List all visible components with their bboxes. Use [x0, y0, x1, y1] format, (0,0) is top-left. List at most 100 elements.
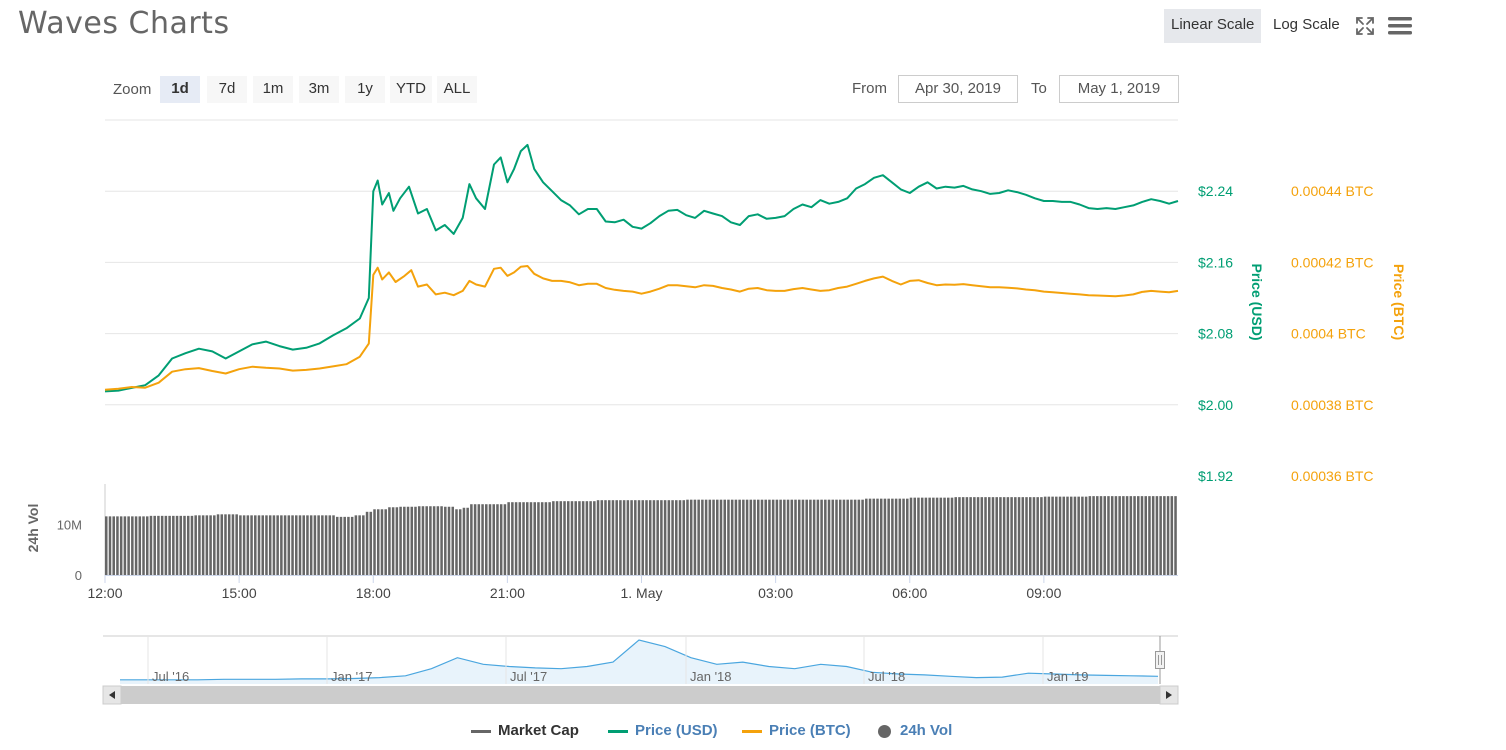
- volume-bar: [712, 499, 715, 575]
- volume-bar: [1103, 496, 1107, 575]
- volume-bar: [309, 515, 313, 575]
- menu-icon[interactable]: [1388, 15, 1412, 37]
- volume-bar: [511, 502, 514, 575]
- volume-bar: [414, 506, 417, 575]
- volume-bar: [619, 500, 622, 575]
- volume-bar: [134, 516, 138, 575]
- volume-bar: [444, 506, 447, 575]
- linear-scale-button[interactable]: Linear Scale: [1164, 9, 1262, 43]
- volume-bar: [1010, 497, 1013, 575]
- volume-bar: [999, 497, 1002, 575]
- to-label: To: [1031, 80, 1047, 97]
- volume-bar: [216, 514, 220, 575]
- zoom-1m-button[interactable]: 1m: [253, 76, 293, 103]
- volume-bar: [1081, 496, 1084, 575]
- volume-bar: [827, 499, 831, 575]
- navigator-tick-label: Jan '18: [690, 669, 732, 684]
- legend-item-usd[interactable]: Price (USD): [608, 722, 718, 739]
- volume-bar: [295, 515, 298, 575]
- from-date-input[interactable]: Apr 30, 2019: [898, 75, 1018, 103]
- usd-price-line: [104, 143, 1179, 393]
- zoom-3m-button[interactable]: 3m: [299, 76, 339, 103]
- volume-bar: [1163, 496, 1166, 575]
- volume-bar: [749, 499, 753, 575]
- volume-bar: [783, 499, 786, 575]
- volume-bar: [932, 497, 935, 575]
- volume-bar: [909, 497, 913, 575]
- volume-bar: [1040, 497, 1043, 575]
- volume-bar: [343, 516, 346, 575]
- log-scale-button[interactable]: Log Scale: [1273, 16, 1340, 33]
- volume-bar: [1066, 496, 1069, 575]
- volume-bar: [1058, 496, 1062, 575]
- zoom-all-button[interactable]: ALL: [437, 76, 477, 103]
- volume-bar: [268, 515, 272, 575]
- volume-bar: [607, 500, 611, 575]
- axis-labels: $1.92 $2.00 $2.08 $2.16 $2.24 0.00036 BTC 0.00…: [25, 183, 1407, 601]
- legend-item-market-cap[interactable]: Market Cap: [471, 722, 579, 739]
- zoom-1d-button[interactable]: 1d: [160, 76, 200, 103]
- zoom-1y-button[interactable]: 1y: [345, 76, 385, 103]
- volume-bar: [671, 500, 674, 575]
- fullscreen-icon[interactable]: [1355, 16, 1375, 36]
- volume-bar: [365, 511, 369, 575]
- volume-bar: [220, 514, 224, 575]
- zoom-ytd-button[interactable]: YTD: [390, 76, 432, 103]
- volume-bar: [578, 501, 581, 575]
- legend-item-btc[interactable]: Price (BTC): [742, 722, 851, 739]
- volume-bar: [939, 497, 943, 575]
- volume-bar: [335, 516, 339, 575]
- volume-bar: [961, 497, 965, 575]
- volume-bar: [965, 497, 969, 575]
- volume-bar: [313, 515, 317, 575]
- volume-bar: [429, 506, 432, 575]
- price-chart: $1.92 $2.00 $2.08 $2.16 $2.24 0.00036 BTC 0.00…: [25, 119, 1407, 705]
- scrollbar-thumb[interactable]: [121, 686, 1160, 704]
- btc-tick-label: 0.00042 BTC: [1291, 254, 1374, 270]
- volume-bar: [958, 497, 961, 575]
- navigator-tick-label: Jan '17: [331, 669, 373, 684]
- volume-bar: [1025, 497, 1028, 575]
- volume-bar: [492, 504, 495, 575]
- volume-bar: [1043, 496, 1047, 575]
- volume-bar: [287, 515, 291, 575]
- volume-bar: [272, 515, 276, 575]
- volume-bar: [298, 515, 302, 575]
- volume-bar: [775, 499, 779, 575]
- x-tick-label: 21:00: [490, 585, 525, 601]
- volume-bar: [1114, 496, 1118, 575]
- volume-bar: [537, 502, 540, 575]
- volume-bar: [801, 499, 805, 575]
- volume-bar: [626, 500, 630, 575]
- volume-bar: [1006, 497, 1010, 575]
- volume-bar: [850, 499, 853, 575]
- volume-bar: [291, 515, 294, 575]
- volume-bar: [164, 515, 168, 575]
- volume-bar: [1073, 496, 1077, 575]
- btc-axis-title: Price (BTC): [1391, 264, 1407, 340]
- navigator[interactable]: Jul '16 Jan '17 Jul '17 Jan '18 Jul '18 Jan '…: [102, 635, 1179, 705]
- volume-bar: [663, 500, 667, 575]
- volume-bar: [641, 500, 645, 575]
- volume-bar: [760, 499, 764, 575]
- volume-bar: [831, 499, 835, 575]
- volume-bar: [1021, 497, 1025, 575]
- volume-bar: [648, 500, 652, 575]
- zoom-7d-button[interactable]: 7d: [207, 76, 247, 103]
- volume-bar: [920, 497, 924, 575]
- legend-marker: [742, 729, 762, 733]
- to-date-input[interactable]: May 1, 2019: [1059, 75, 1179, 103]
- navigator-handle[interactable]: [1155, 651, 1165, 669]
- volume-bar: [127, 516, 130, 575]
- legend-label: Market Cap: [498, 722, 579, 739]
- volume-bar: [1155, 496, 1159, 575]
- legend-marker: [471, 729, 491, 733]
- navigator-tick-label: Jul '18: [868, 669, 905, 684]
- volume-bar: [205, 515, 209, 575]
- legend-item-vol[interactable]: 24h Vol: [878, 722, 952, 739]
- volume-bar: [660, 500, 663, 575]
- volume-bar: [980, 497, 984, 575]
- volume-bar: [507, 502, 510, 575]
- volume-bar: [738, 499, 741, 575]
- legend-label: Price (USD): [635, 722, 718, 739]
